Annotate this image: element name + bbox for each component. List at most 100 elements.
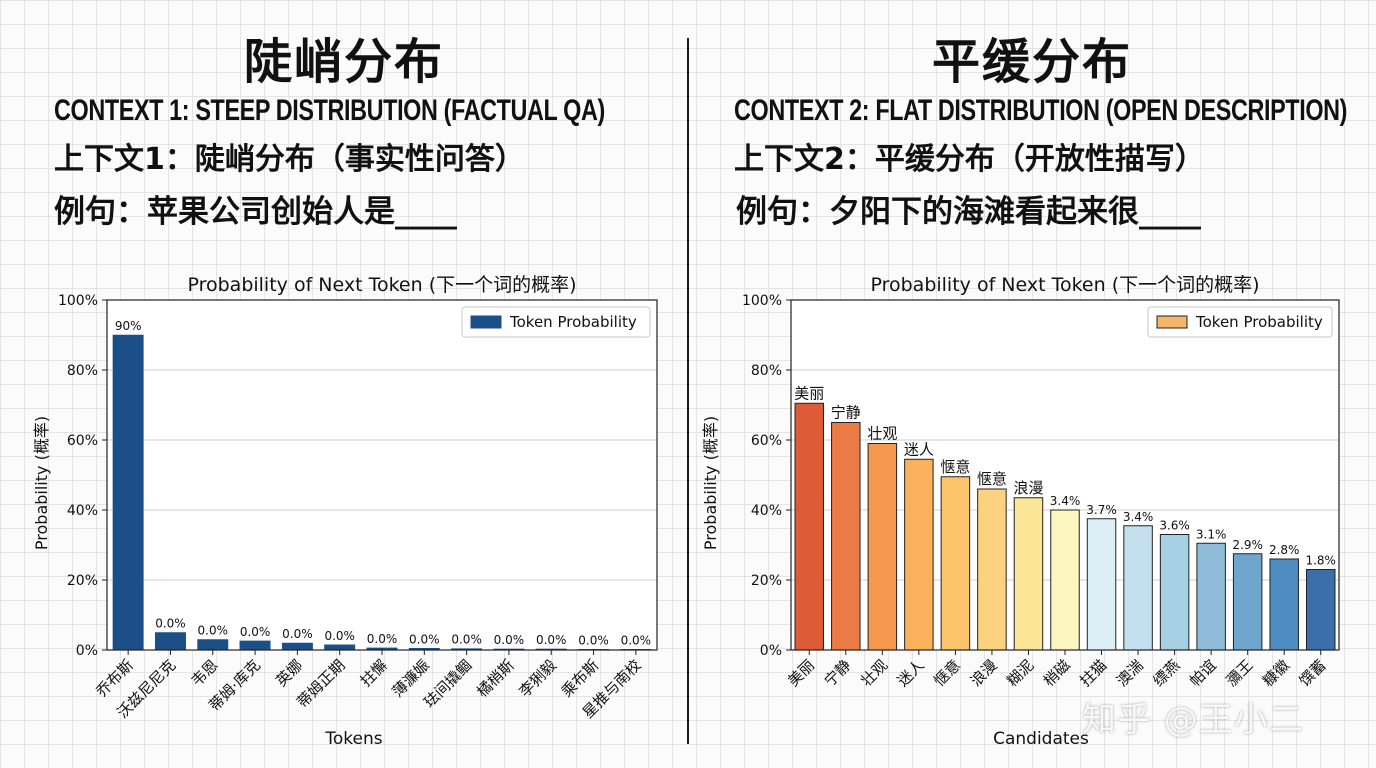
legend-label: Token Probability: [509, 313, 637, 331]
bar-value-label: 浪漫: [1013, 479, 1043, 497]
legend-swatch: [1156, 315, 1188, 329]
y-tick-label: 20%: [751, 573, 782, 589]
y-tick-label: 80%: [751, 363, 782, 379]
bar-value-label: 3.7%: [1086, 503, 1117, 517]
x-tick-label: 梢磁: [1040, 656, 1074, 690]
x-tick-label: 壮观: [857, 656, 891, 690]
flat-context-english: Context 2: Flat Distribution (Open Descr…: [734, 94, 1348, 127]
legend-swatch: [470, 315, 502, 329]
bar-value-label: 壮观: [867, 425, 897, 443]
bar-value-label: 宁静: [831, 404, 861, 422]
legend-box: [461, 306, 651, 338]
bar: [112, 334, 144, 651]
bar-value-label: 0.0%: [282, 627, 313, 641]
y-tick-label: 60%: [751, 433, 782, 449]
bar-value-label: 2.8%: [1269, 543, 1300, 557]
x-tick-label: 拄猫: [1076, 656, 1110, 690]
bar-value-label: 美丽: [794, 384, 824, 402]
bar: [831, 422, 861, 651]
flat-chart: 0%20%40%60%80%100%美丽美丽宁静宁静壮观壮观迷人迷人惬意惬意惬意…: [701, 274, 1340, 749]
y-tick-label: 60%: [67, 433, 98, 449]
bar: [1013, 497, 1044, 651]
plot-frame: [106, 299, 658, 651]
x-tick-label: 惬意: [930, 656, 964, 690]
bar: [1269, 558, 1299, 651]
y-tick-label: 100%: [58, 293, 98, 309]
steep-context-chinese: 上下文1：陡峭分布（事实性问答）: [54, 142, 525, 177]
y-tick-label: 40%: [751, 503, 782, 519]
flat-example-sentence: 例句：夕阳下的海滩看起来很____: [736, 194, 1201, 230]
bar: [324, 644, 356, 651]
bar-value-label: 0.0%: [536, 633, 567, 647]
plot-frame: [790, 299, 1340, 651]
bar-value-label: 迷人: [904, 440, 934, 458]
bar: [281, 642, 313, 651]
bar: [1305, 569, 1336, 651]
bar: [940, 476, 971, 651]
x-tick-label: 馔蓄: [1296, 656, 1330, 690]
bar-value-label: 3.1%: [1196, 527, 1227, 541]
x-tick-label: 缥燕: [1149, 656, 1183, 690]
y-tick-label: 80%: [67, 363, 98, 379]
x-tick-label: 韦恩: [188, 656, 222, 690]
bar: [1159, 534, 1190, 651]
center-divider: [687, 38, 689, 744]
y-tick-label: 0%: [760, 643, 782, 659]
bar-value-label: 3.4%: [1123, 510, 1154, 524]
bar: [1123, 525, 1153, 651]
bar-value-label: 0.0%: [578, 633, 609, 647]
flat-heading: 平缓分布: [931, 34, 1132, 90]
bar: [1196, 542, 1226, 651]
steep-panel: 陡峭分布 Context 1: Steep Distribution (Fact…: [32, 34, 658, 749]
bar-value-label: 0.0%: [409, 632, 440, 646]
bar-value-label: 0.0%: [494, 633, 525, 647]
bar-value-label: 0.0%: [240, 625, 271, 639]
bar: [904, 458, 934, 651]
x-tick-label: 浪漫: [967, 656, 1001, 690]
bar-value-label: 0.0%: [324, 629, 355, 643]
y-tick-label: 20%: [67, 573, 98, 589]
y-axis-label: Probability (概率): [701, 416, 720, 550]
steep-heading: 陡峭分布: [243, 34, 444, 90]
x-tick-label: 迷人: [894, 656, 928, 690]
bar-value-label: 0.0%: [621, 633, 652, 647]
bar: [867, 443, 898, 651]
x-tick-label: 糠徽: [1259, 656, 1293, 690]
bar: [794, 402, 825, 651]
bar: [154, 632, 186, 651]
bar-value-label: 0.0%: [451, 633, 482, 647]
y-tick-label: 40%: [67, 503, 98, 519]
y-tick-label: 100%: [742, 293, 782, 309]
steep-chart: 0%20%40%60%80%100%90%乔布斯0.0%沃兹尼尼克0.0%韦恩0…: [32, 274, 658, 749]
x-tick-label: 拄懈: [357, 656, 391, 690]
x-tick-label: 瀰王: [1223, 656, 1257, 690]
y-tick-label: 0%: [76, 643, 98, 659]
bar-value-label: 2.9%: [1232, 538, 1263, 552]
bar-value-label: 90%: [115, 319, 142, 333]
bar: [239, 640, 271, 651]
x-tick-label: 澳湍: [1113, 656, 1147, 690]
zhihu-watermark: 知乎 @王小二: [1082, 700, 1304, 740]
legend-label: Token Probability: [1195, 313, 1323, 331]
bar-value-label: 3.4%: [1050, 494, 1081, 508]
bar-value-label: 0.0%: [198, 624, 229, 638]
y-axis-label: Probability (概率): [32, 416, 51, 550]
bar: [1086, 518, 1117, 651]
x-tick-label: 李猁毅: [516, 656, 561, 701]
chart-title: Probability of Next Token (下一个词的概率): [187, 274, 576, 296]
bar-value-label: 3.6%: [1159, 519, 1190, 533]
x-axis-label: Candidates: [993, 729, 1089, 749]
plot-area: [107, 300, 657, 650]
x-tick-label: 糊泥: [1003, 656, 1037, 690]
bar: [977, 488, 1007, 651]
x-tick-label: 橘梢斯: [473, 656, 518, 701]
x-tick-label: 英娜: [272, 656, 306, 690]
bar-value-label: 1.8%: [1305, 554, 1336, 568]
bar: [197, 639, 229, 651]
steep-example-sentence: 例句：苹果公司创始人是____: [54, 194, 457, 230]
flat-panel: 平缓分布 Context 2: Flat Distribution (Open …: [688, 0, 1376, 768]
chart-title: Probability of Next Token (下一个词的概率): [870, 274, 1259, 296]
x-tick-label: 美丽: [784, 656, 818, 690]
legend-box: [1147, 306, 1333, 338]
x-tick-label: 宁静: [821, 656, 855, 690]
